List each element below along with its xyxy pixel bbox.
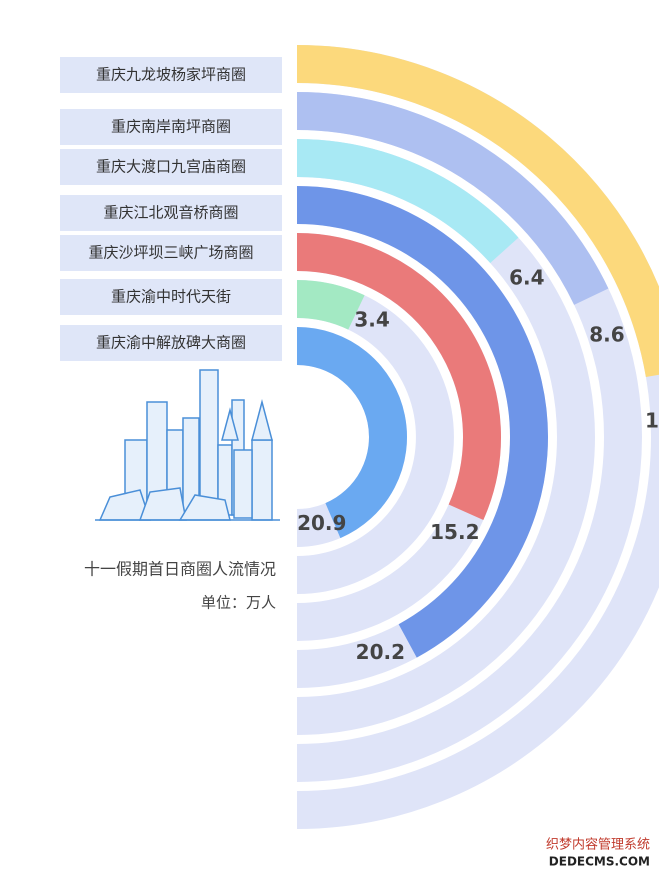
watermark: 织梦内容管理系统 [546,837,650,853]
legend-box [60,149,282,185]
legend-box [60,109,282,145]
ring-bar [296,280,365,330]
city-illustration [95,369,280,521]
ring-bar [296,233,501,520]
value-label: 15.2 [430,520,479,544]
legend-label: 重庆渝中解放碑大商圈 [96,334,246,352]
ring-bar [296,139,519,264]
legend-box [60,325,282,361]
ring-bar [296,327,407,539]
legend-label: 重庆南岸南坪商圈 [111,118,231,136]
legend-box [60,195,282,231]
legend-label: 重庆沙坪坝三峡广场商圈 [88,244,253,262]
legend-box [60,57,282,93]
ring-bar [296,186,548,658]
value-label: 20.2 [356,640,405,664]
value-label: 10.7 [645,409,659,433]
legend-box [60,279,282,315]
ring-track [296,280,454,594]
legend-label: 重庆九龙坡杨家坪商圈 [96,66,246,84]
legend-label: 重庆大渡口九宫庙商圈 [96,158,246,176]
watermark: DEDECMS.COM [549,855,650,869]
legend-label: 重庆江北观音桥商圈 [103,204,238,222]
chart-subtitle: 单位：万人 [201,594,276,612]
chart-title: 十一假期首日商圈人流情况 [84,560,276,579]
value-label: 20.9 [297,511,346,535]
legend-box [60,235,282,271]
ring-bar [296,92,609,305]
value-label: 3.4 [354,308,389,332]
value-label: 8.6 [589,322,624,346]
value-label: 6.4 [509,265,544,289]
legend-label: 重庆渝中时代天街 [111,288,231,306]
ring-bar [296,45,659,378]
